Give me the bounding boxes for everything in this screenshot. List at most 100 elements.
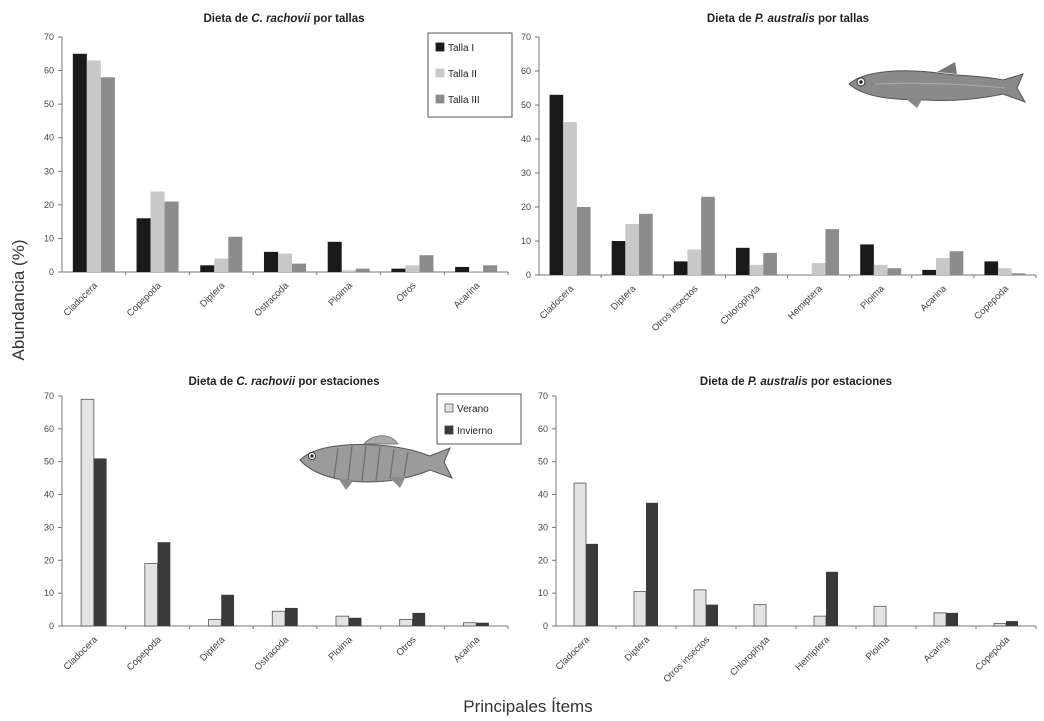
bar	[144, 563, 158, 627]
legend-label: Talla III	[448, 95, 480, 106]
x-tick-label: Ostracoda	[252, 634, 291, 673]
bar	[157, 542, 171, 626]
y-tick-label: 30	[44, 166, 54, 176]
x-tick-label: Otros insectos	[650, 283, 701, 334]
y-tick-label: 10	[521, 236, 531, 246]
x-tick-label: Copepoda	[125, 634, 164, 673]
legend-swatch	[435, 42, 445, 52]
bar	[763, 252, 777, 275]
y-tick-label: 50	[538, 457, 548, 467]
x-tick-label: Diptera	[198, 634, 228, 664]
bar	[693, 589, 707, 627]
bar	[327, 241, 342, 272]
bar	[611, 241, 626, 275]
bar	[399, 619, 413, 627]
bar	[1006, 621, 1018, 626]
bar	[998, 268, 1012, 275]
x-tick-label: Hemiptera	[786, 283, 825, 322]
y-tick-label: 70	[538, 391, 548, 401]
bar	[813, 615, 827, 627]
bar	[483, 265, 498, 272]
x-tick-label: Ploima	[858, 283, 887, 312]
x-tick-label: Acarina	[918, 283, 949, 314]
y-tick-label: 30	[521, 168, 531, 178]
x-tick-label: Otros	[394, 634, 418, 658]
bar	[214, 258, 229, 272]
y-tick-label: 60	[44, 424, 54, 434]
x-tick-label: Ploima	[327, 280, 356, 309]
chart-panel-3: Dieta de C. rachovii por estaciones 0 10 20…	[44, 376, 522, 673]
bar	[811, 263, 826, 275]
bar	[136, 218, 151, 272]
bar	[873, 605, 887, 627]
y-tick-label: 20	[44, 555, 54, 565]
chart-panel-2: Dieta de P. australis por tallas 0 10 20 30 4…	[521, 13, 1037, 334]
chart-title-part: por tallas	[310, 13, 364, 25]
y-tick-label: 40	[44, 133, 54, 143]
bar	[335, 615, 350, 627]
bar	[935, 258, 950, 275]
bar	[405, 265, 420, 272]
y-tick-label: 50	[521, 100, 531, 110]
bar	[391, 268, 406, 272]
bar	[221, 594, 235, 626]
bar	[476, 622, 489, 626]
bar	[208, 619, 222, 627]
bar	[633, 591, 647, 627]
x-tick-label: Acarina	[452, 634, 483, 665]
x-tick-label: Hemiptera	[793, 634, 832, 673]
bar	[573, 482, 587, 627]
bar	[946, 612, 958, 626]
chart-title-part: P. australis	[755, 13, 815, 25]
bar	[701, 196, 715, 275]
bar	[576, 207, 591, 275]
bar	[348, 617, 362, 626]
bar	[673, 261, 688, 275]
y-tick-label: 70	[44, 391, 54, 401]
y-tick-label: 50	[44, 99, 54, 109]
bar	[200, 265, 215, 272]
bar	[150, 191, 165, 272]
x-tick-label: Chlorophyta	[728, 634, 773, 679]
y-tick-label: 70	[44, 32, 54, 42]
bar	[292, 263, 307, 272]
legend-label: Verano	[457, 404, 489, 415]
bar	[735, 247, 750, 275]
chart-panel-4: Dieta de P. australis por estaciones 0 10 2…	[538, 376, 1037, 685]
bar	[563, 122, 577, 275]
x-axis-label: Principales Ítems	[463, 697, 592, 716]
y-axis-label: Abundancia (%)	[9, 240, 28, 361]
x-tick-label: Chlorophyta	[719, 283, 764, 328]
y-tick-label: 0	[526, 270, 531, 280]
x-tick-label: Ostracoda	[252, 280, 291, 319]
x-tick-label: Copepoda	[125, 280, 164, 319]
bar	[753, 604, 767, 627]
bar	[949, 251, 964, 275]
chart-panel-1: Dieta de C. rachovii por tallas 0 10 20 30 40…	[44, 13, 513, 319]
bar	[984, 261, 999, 275]
x-tick-label: Cladocera	[538, 283, 577, 322]
chart-title: Dieta de P. australis por tallas	[707, 13, 869, 25]
x-tick-label: Acarina	[922, 634, 953, 665]
bar	[860, 244, 874, 275]
bar	[469, 270, 484, 272]
bar	[419, 255, 434, 272]
bar	[341, 270, 356, 272]
bar	[687, 249, 702, 275]
chart-title-part: P. australis	[748, 376, 808, 388]
x-tick-label: Ploima	[864, 634, 893, 663]
y-tick-label: 20	[44, 200, 54, 210]
bar	[93, 458, 107, 626]
legend-label: Talla II	[448, 69, 477, 80]
y-tick-label: 40	[44, 490, 54, 500]
bar	[706, 604, 718, 626]
bar	[1011, 273, 1026, 275]
bar	[462, 622, 477, 627]
chart-title-part: por tallas	[815, 13, 869, 25]
legend-swatch	[444, 425, 454, 435]
chart-title-part: por estaciones	[808, 376, 892, 388]
y-tick-label: 40	[538, 490, 548, 500]
y-tick-label: 0	[49, 267, 54, 277]
y-tick-label: 0	[49, 621, 54, 631]
